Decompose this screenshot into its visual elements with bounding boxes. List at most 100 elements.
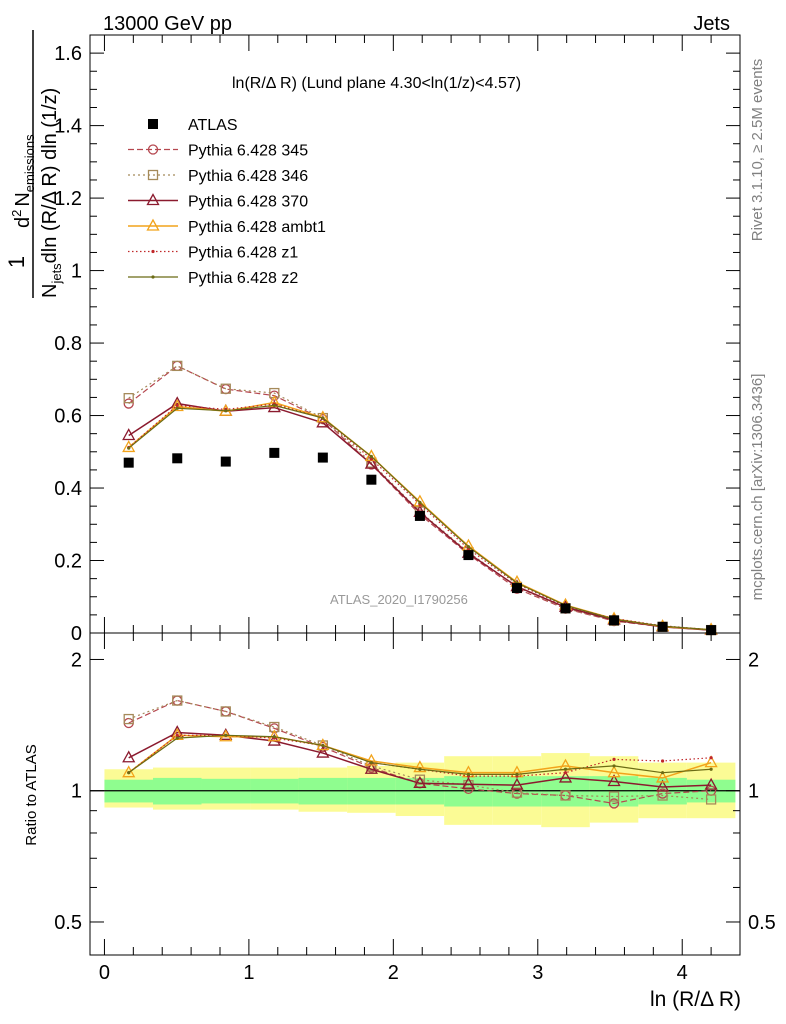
main-series-point xyxy=(272,403,276,407)
ylabel-denominator: Njetsdln (R/Δ R) dln (1/z) xyxy=(39,88,64,298)
main-y-tick-label: 1 xyxy=(71,261,82,283)
ratio-series-point xyxy=(175,736,179,740)
main-series-point xyxy=(364,456,378,469)
main-series-point xyxy=(123,392,134,404)
ratio-series-point xyxy=(413,775,427,788)
x-tick-label: 0 xyxy=(99,962,110,984)
svg-text:Njetsdln (R/Δ R) dln (1/z): Njetsdln (R/Δ R) dln (1/z) xyxy=(39,88,64,298)
ratio-series-point xyxy=(122,765,136,778)
ratio-band-inner xyxy=(492,776,542,807)
ratio-plot-panel: 0.5 0.5 1 1 2 2 0 1 2 3 4 xyxy=(54,632,776,984)
main-series-point xyxy=(321,416,325,420)
main-series-point xyxy=(175,406,179,410)
legend-entry-z2: Pythia 6.428 z2 xyxy=(128,270,298,287)
ratio-series-point xyxy=(123,713,134,725)
ratio-y-tick-label: 1 xyxy=(71,781,82,803)
ratio-plot-frame xyxy=(89,632,741,956)
legend-marker xyxy=(147,169,159,181)
ylabel-one: 1 xyxy=(4,256,29,268)
atlas-data-point xyxy=(657,621,668,632)
x-tick-label: 1 xyxy=(243,962,254,984)
atlas-data-point xyxy=(220,456,231,467)
legend-entry-p370: Pythia 6.428 370 xyxy=(128,193,308,211)
ratio-series-point xyxy=(660,771,665,775)
ratio-series-z2 xyxy=(127,733,713,777)
main-series-point xyxy=(170,399,184,412)
ratio-series-point xyxy=(563,767,568,771)
ratio-series-point xyxy=(560,790,571,801)
ratio-series-point xyxy=(172,695,183,706)
main-series-point xyxy=(466,545,471,549)
ratio-series-point xyxy=(660,759,665,763)
ylabel-denominator-n: N xyxy=(39,284,61,298)
main-y-tick-label: 0.2 xyxy=(54,551,82,573)
ratio-series-point xyxy=(364,753,378,766)
ratio-series-point xyxy=(413,760,427,773)
x-tick-label: 3 xyxy=(532,962,543,984)
ratio-series-point xyxy=(511,787,523,798)
atlas-data-point xyxy=(123,457,134,468)
legend-entry-p345: Pythia 6.428 345 xyxy=(128,143,308,160)
x-axis-label: ln (R/Δ R) xyxy=(650,988,741,1011)
ratio-series-point xyxy=(704,777,718,790)
ratio-series-point xyxy=(608,791,620,802)
analysis-watermark: ATLAS_2020_I1790256 xyxy=(330,592,468,607)
rivet-version-label: Rivet 3.1.10, ≥ 2.5M events xyxy=(749,59,766,242)
main-y-tick-label: 1.4 xyxy=(54,116,82,138)
atlas-data-point xyxy=(560,603,571,614)
legend-entry-z1: Pythia 6.428 z1 xyxy=(128,245,298,262)
main-series-line xyxy=(128,365,712,631)
ratio-series-point xyxy=(709,767,713,771)
atlas-data-point xyxy=(317,452,328,463)
atlas-data-point xyxy=(366,474,377,485)
ratio-series-point xyxy=(220,706,231,717)
main-series-point xyxy=(220,383,231,394)
main-series-point xyxy=(172,360,183,372)
ratio-series-point xyxy=(418,767,422,771)
ylabel-numerator-d: d xyxy=(12,217,34,228)
ratio-series-point xyxy=(175,733,179,737)
ratio-series-p346 xyxy=(123,695,717,805)
ratio-series-line xyxy=(128,699,712,801)
ratio-series-point xyxy=(558,770,573,783)
main-series-point xyxy=(127,446,131,450)
ratio-series-point xyxy=(607,765,621,778)
x-tick-label: 2 xyxy=(388,962,399,984)
ratio-series-point xyxy=(510,777,524,790)
ratio-series-point xyxy=(316,745,330,758)
ratio-series-point xyxy=(321,743,325,748)
legend: ATLAS Pythia 6.428 345 Pythia 6.428 346 Pyt… xyxy=(128,117,326,287)
ratio-y-axis-label: Ratio to ATLAS xyxy=(23,744,40,845)
legend-marker xyxy=(147,144,159,155)
ratio-series-point xyxy=(607,774,621,787)
mcplots-label: mcplots.cern.ch [arXiv:1306.3436] xyxy=(749,374,766,601)
ratio-series-point xyxy=(515,772,519,777)
main-y-tick-label: 1.2 xyxy=(54,188,82,210)
ylabel-numerator-sub: emissions xyxy=(22,134,37,192)
ratio-series xyxy=(122,695,718,809)
main-series-point xyxy=(122,428,136,441)
header-energy-label: 13000 GeV pp xyxy=(103,13,232,35)
ratio-y-tick-label-right: 1 xyxy=(748,781,759,803)
main-y-tick-label: 0.4 xyxy=(54,478,82,500)
legend-label: Pythia 6.428 345 xyxy=(188,143,308,160)
legend-atlas-marker xyxy=(148,119,158,129)
main-series-point xyxy=(123,398,134,409)
main-y-tick-label: 0.8 xyxy=(54,333,82,355)
ylabel-numerator-sup: 2 xyxy=(9,210,24,217)
ratio-series-point xyxy=(267,733,281,746)
legend-label: Pythia 6.428 z2 xyxy=(188,270,298,287)
main-plot-panel: 0 0.2 0.4 0.6 0.8 1 1.2 1.4 1.6 ln(R/Δ R) (Lund … xyxy=(54,34,741,645)
ratio-series-point xyxy=(655,779,670,792)
atlas-data-point xyxy=(172,453,183,464)
legend-entry-ambt1: Pythia 6.428 ambt1 xyxy=(128,218,326,236)
atlas-data-point xyxy=(609,615,620,626)
main-series-point xyxy=(369,457,373,461)
ratio-series-point xyxy=(267,729,281,742)
legend-entry-p346: Pythia 6.428 346 xyxy=(128,168,308,185)
ratio-series-point xyxy=(563,771,568,775)
ratio-series-point xyxy=(122,750,136,763)
ratio-series-point xyxy=(655,770,670,783)
atlas-data-points xyxy=(123,447,717,636)
ratio-y-tick-label-right: 2 xyxy=(748,649,759,671)
